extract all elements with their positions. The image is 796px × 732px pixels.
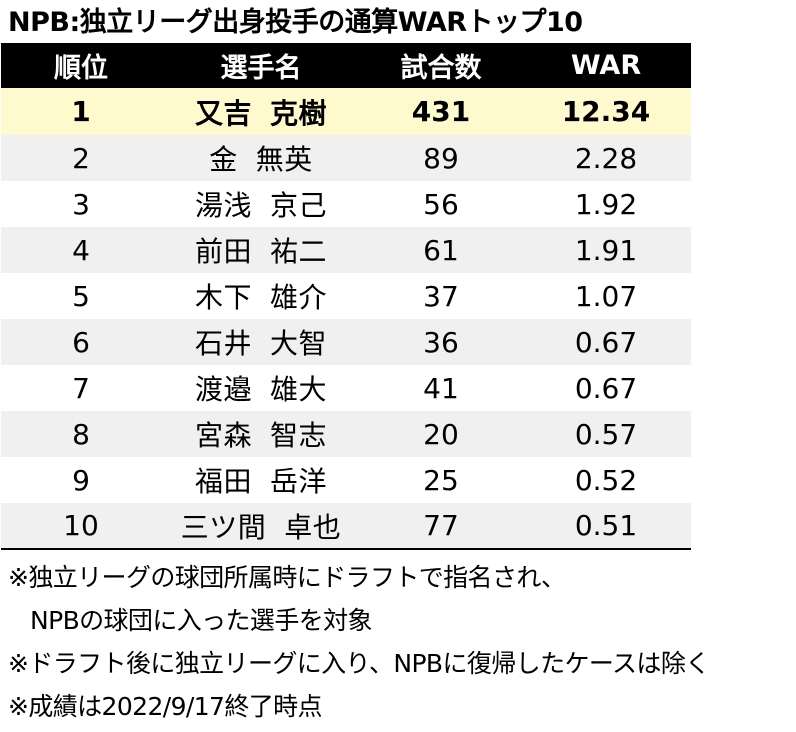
player-given-name: 卓也: [284, 510, 342, 544]
player-given-name: 無英: [255, 143, 313, 176]
cell-war: 0.67: [574, 371, 638, 405]
table-row: 7 渡邉 雄大 41 0.67: [1, 365, 691, 411]
table-row: 4 前田 祐二 61 1.91: [1, 227, 691, 273]
cell-games: 20: [423, 417, 459, 451]
cell-games: 41: [423, 371, 459, 405]
cell-rank: 9: [72, 463, 90, 497]
cell-player-name: 前田 祐二: [161, 227, 361, 273]
cell-player-name: 福田 岳洋: [161, 457, 361, 503]
player-given-name: 雄介: [270, 281, 328, 314]
cell-war: 1.92: [574, 187, 638, 221]
cell-rank: 4: [72, 233, 90, 267]
cell-rank: 8: [72, 417, 90, 451]
war-ranking-table: 順位 選手名 試合数 WAR 1 又吉 克樹 431 12.34 2 金無英 89 2.28 3 湯…: [1, 43, 691, 550]
player-given-name: 雄大: [270, 373, 328, 406]
cell-war: 0.52: [574, 463, 638, 497]
table-body: 1 又吉 克樹 431 12.34 2 金無英 89 2.28 3 湯浅 京己 56 1.92 4 前田 祐二 6…: [1, 88, 691, 550]
player-given-name: 克樹: [270, 96, 328, 130]
cell-games: 36: [423, 325, 459, 359]
player-surname: 石井: [194, 327, 252, 360]
cell-games: 77: [361, 503, 521, 550]
cell-war: 2.28: [574, 141, 638, 175]
column-header-rank: 順位: [54, 53, 108, 84]
cell-player-name: 金無英: [161, 135, 361, 181]
player-surname: 宮森: [194, 419, 252, 452]
player-given-name: 京己: [270, 189, 328, 222]
footnote-scope: ※独立リーグの球団所属時にドラフトで指名され、: [8, 563, 566, 592]
footnotes: ※独立リーグの球団所属時にドラフトで指名され、 NPBの球団に入った選手を対象 …: [8, 556, 794, 728]
cell-games: 56: [423, 187, 459, 221]
cell-player-name: 渡邉 雄大: [161, 365, 361, 411]
player-given-name: 大智: [270, 327, 328, 360]
cell-rank: 1: [71, 95, 91, 128]
cell-player-name: 木下 雄介: [161, 273, 361, 319]
player-surname: 金: [209, 143, 238, 176]
cell-war: 1.07: [574, 279, 638, 313]
chart-title: NPB:独立リーグ出身投手の通算WARトップ10: [8, 7, 583, 38]
table-row: 1 又吉 克樹 431 12.34: [1, 88, 691, 135]
cell-games: 61: [423, 233, 459, 267]
column-header-war: WAR: [570, 50, 642, 81]
table-row: 10 三ツ間 卓也 77 0.51: [1, 503, 691, 550]
table-header-row: 順位 選手名 試合数 WAR: [1, 43, 691, 88]
column-header-games: 試合数: [400, 53, 482, 84]
player-surname: 湯浅: [194, 189, 252, 222]
footnote-date: ※成績は2022/9/17終了時点: [8, 692, 323, 721]
column-header-player: 選手名: [220, 53, 302, 84]
cell-rank: 10: [1, 503, 161, 550]
player-surname: 木下: [194, 281, 252, 314]
cell-war: 0.51: [521, 503, 691, 550]
table-row: 3 湯浅 京己 56 1.92: [1, 181, 691, 227]
cell-games: 25: [423, 463, 459, 497]
cell-rank: 7: [72, 371, 90, 405]
cell-war: 0.57: [574, 417, 638, 451]
player-surname: 福田: [194, 465, 252, 498]
player-surname: 又吉: [194, 96, 252, 130]
cell-player-name: 湯浅 京己: [161, 181, 361, 227]
cell-war: 1.91: [574, 233, 638, 267]
cell-player-name: 宮森 智志: [161, 411, 361, 457]
player-surname: 渡邉: [194, 373, 252, 406]
player-given-name: 智志: [270, 419, 328, 452]
player-surname: 三ツ間: [180, 510, 267, 544]
player-surname: 前田: [194, 235, 252, 268]
table-row: 2 金無英 89 2.28: [1, 135, 691, 181]
cell-war: 12.34: [561, 95, 651, 128]
cell-games: 89: [423, 141, 459, 175]
cell-rank: 5: [72, 279, 90, 313]
table-row: 5 木下 雄介 37 1.07: [1, 273, 691, 319]
cell-player-name: 又吉 克樹: [161, 88, 361, 135]
table-row: 6 石井 大智 36 0.67: [1, 319, 691, 365]
cell-player-name: 三ツ間 卓也: [161, 503, 361, 550]
cell-games: 431: [411, 95, 471, 128]
footnote-exclusion: ※ドラフト後に独立リーグに入り、NPBに復帰したケースは除く: [8, 649, 710, 678]
cell-rank: 3: [72, 187, 90, 221]
cell-rank: 2: [72, 141, 90, 175]
footnote-scope-continued: NPBの球団に入った選手を対象: [30, 606, 373, 635]
cell-rank: 6: [72, 325, 90, 359]
player-given-name: 岳洋: [270, 465, 328, 498]
cell-war: 0.67: [574, 325, 638, 359]
table-row: 9 福田 岳洋 25 0.52: [1, 457, 691, 503]
cell-games: 37: [423, 279, 459, 313]
table-row: 8 宮森 智志 20 0.57: [1, 411, 691, 457]
cell-player-name: 石井 大智: [161, 319, 361, 365]
player-given-name: 祐二: [270, 235, 328, 268]
